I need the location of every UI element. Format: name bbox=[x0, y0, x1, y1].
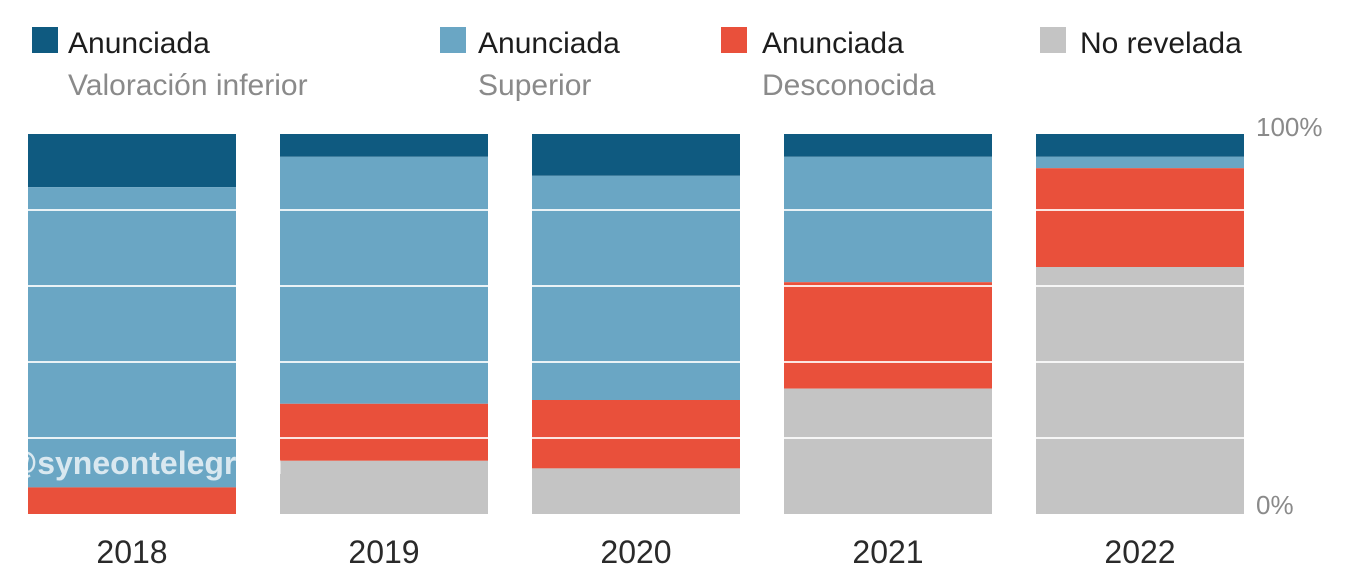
gridlines bbox=[28, 209, 1244, 439]
legend-title-no-revelada: No revelada bbox=[1080, 27, 1242, 60]
x-tick-label-2022: 2022 bbox=[1104, 534, 1175, 570]
bar-segment-2022-superior bbox=[1036, 156, 1244, 169]
legend-sub-desconocida: Desconocida bbox=[762, 69, 936, 102]
bar-segment-2022-valoracion-inferior bbox=[1036, 134, 1244, 157]
bar-segment-2022-no-revelada bbox=[1036, 267, 1244, 514]
bar-segment-2018-desconocida bbox=[28, 487, 236, 514]
x-tick-label-2018: 2018 bbox=[96, 534, 167, 570]
legend-sub-valoracion-inferior: Valoración inferior bbox=[68, 69, 308, 102]
legend-title-valoracion-inferior: Anunciada bbox=[68, 27, 210, 60]
legend-item-valoracion-inferior: Anunciada Valoración inferior bbox=[32, 27, 308, 102]
bar-segment-2021-superior bbox=[784, 156, 992, 283]
legend-swatch-desconocida bbox=[721, 27, 747, 53]
legend: Anunciada Valoración inferior Anunciada … bbox=[32, 27, 1242, 102]
bar-segment-2018-valoracion-inferior bbox=[28, 134, 236, 188]
legend-sub-superior: Superior bbox=[478, 69, 591, 102]
bar-segment-2019-superior bbox=[280, 156, 488, 404]
bar-segment-2018-superior bbox=[28, 187, 236, 488]
legend-item-desconocida: Anunciada Desconocida bbox=[721, 27, 936, 102]
x-tick-label-2020: 2020 bbox=[600, 534, 671, 570]
legend-swatch-superior bbox=[440, 27, 466, 53]
legend-title-desconocida: Anunciada bbox=[762, 27, 904, 60]
y-axis-label-top: 100% bbox=[1256, 112, 1323, 142]
bar-segment-2021-valoracion-inferior bbox=[784, 134, 992, 157]
bar-segment-2021-no-revelada bbox=[784, 388, 992, 514]
x-axis-ticks: 2018 2019 2020 2021 2022 bbox=[96, 534, 1175, 570]
bar-segment-2021-desconocida bbox=[784, 282, 992, 389]
legend-item-no-revelada: No revelada bbox=[1040, 27, 1242, 60]
legend-item-superior: Anunciada Superior bbox=[440, 27, 620, 102]
bar-segment-2020-desconocida bbox=[532, 400, 740, 469]
legend-swatch-no-revelada bbox=[1040, 27, 1066, 53]
y-axis-label-bottom: 0% bbox=[1256, 490, 1294, 520]
x-tick-label-2021: 2021 bbox=[852, 534, 923, 570]
bar-segment-2019-desconocida bbox=[280, 403, 488, 461]
bar-segment-2019-no-revelada bbox=[280, 460, 488, 514]
bar-segment-2019-valoracion-inferior bbox=[280, 134, 488, 157]
legend-swatch-valoracion-inferior bbox=[32, 27, 58, 53]
bar-segment-2022-desconocida bbox=[1036, 168, 1244, 267]
legend-title-superior: Anunciada bbox=[478, 27, 620, 60]
watermark: @syneontelegram bbox=[6, 445, 283, 481]
bar-segment-2020-no-revelada bbox=[532, 468, 740, 514]
bar-segment-2020-valoracion-inferior bbox=[532, 134, 740, 176]
x-tick-label-2019: 2019 bbox=[348, 534, 419, 570]
